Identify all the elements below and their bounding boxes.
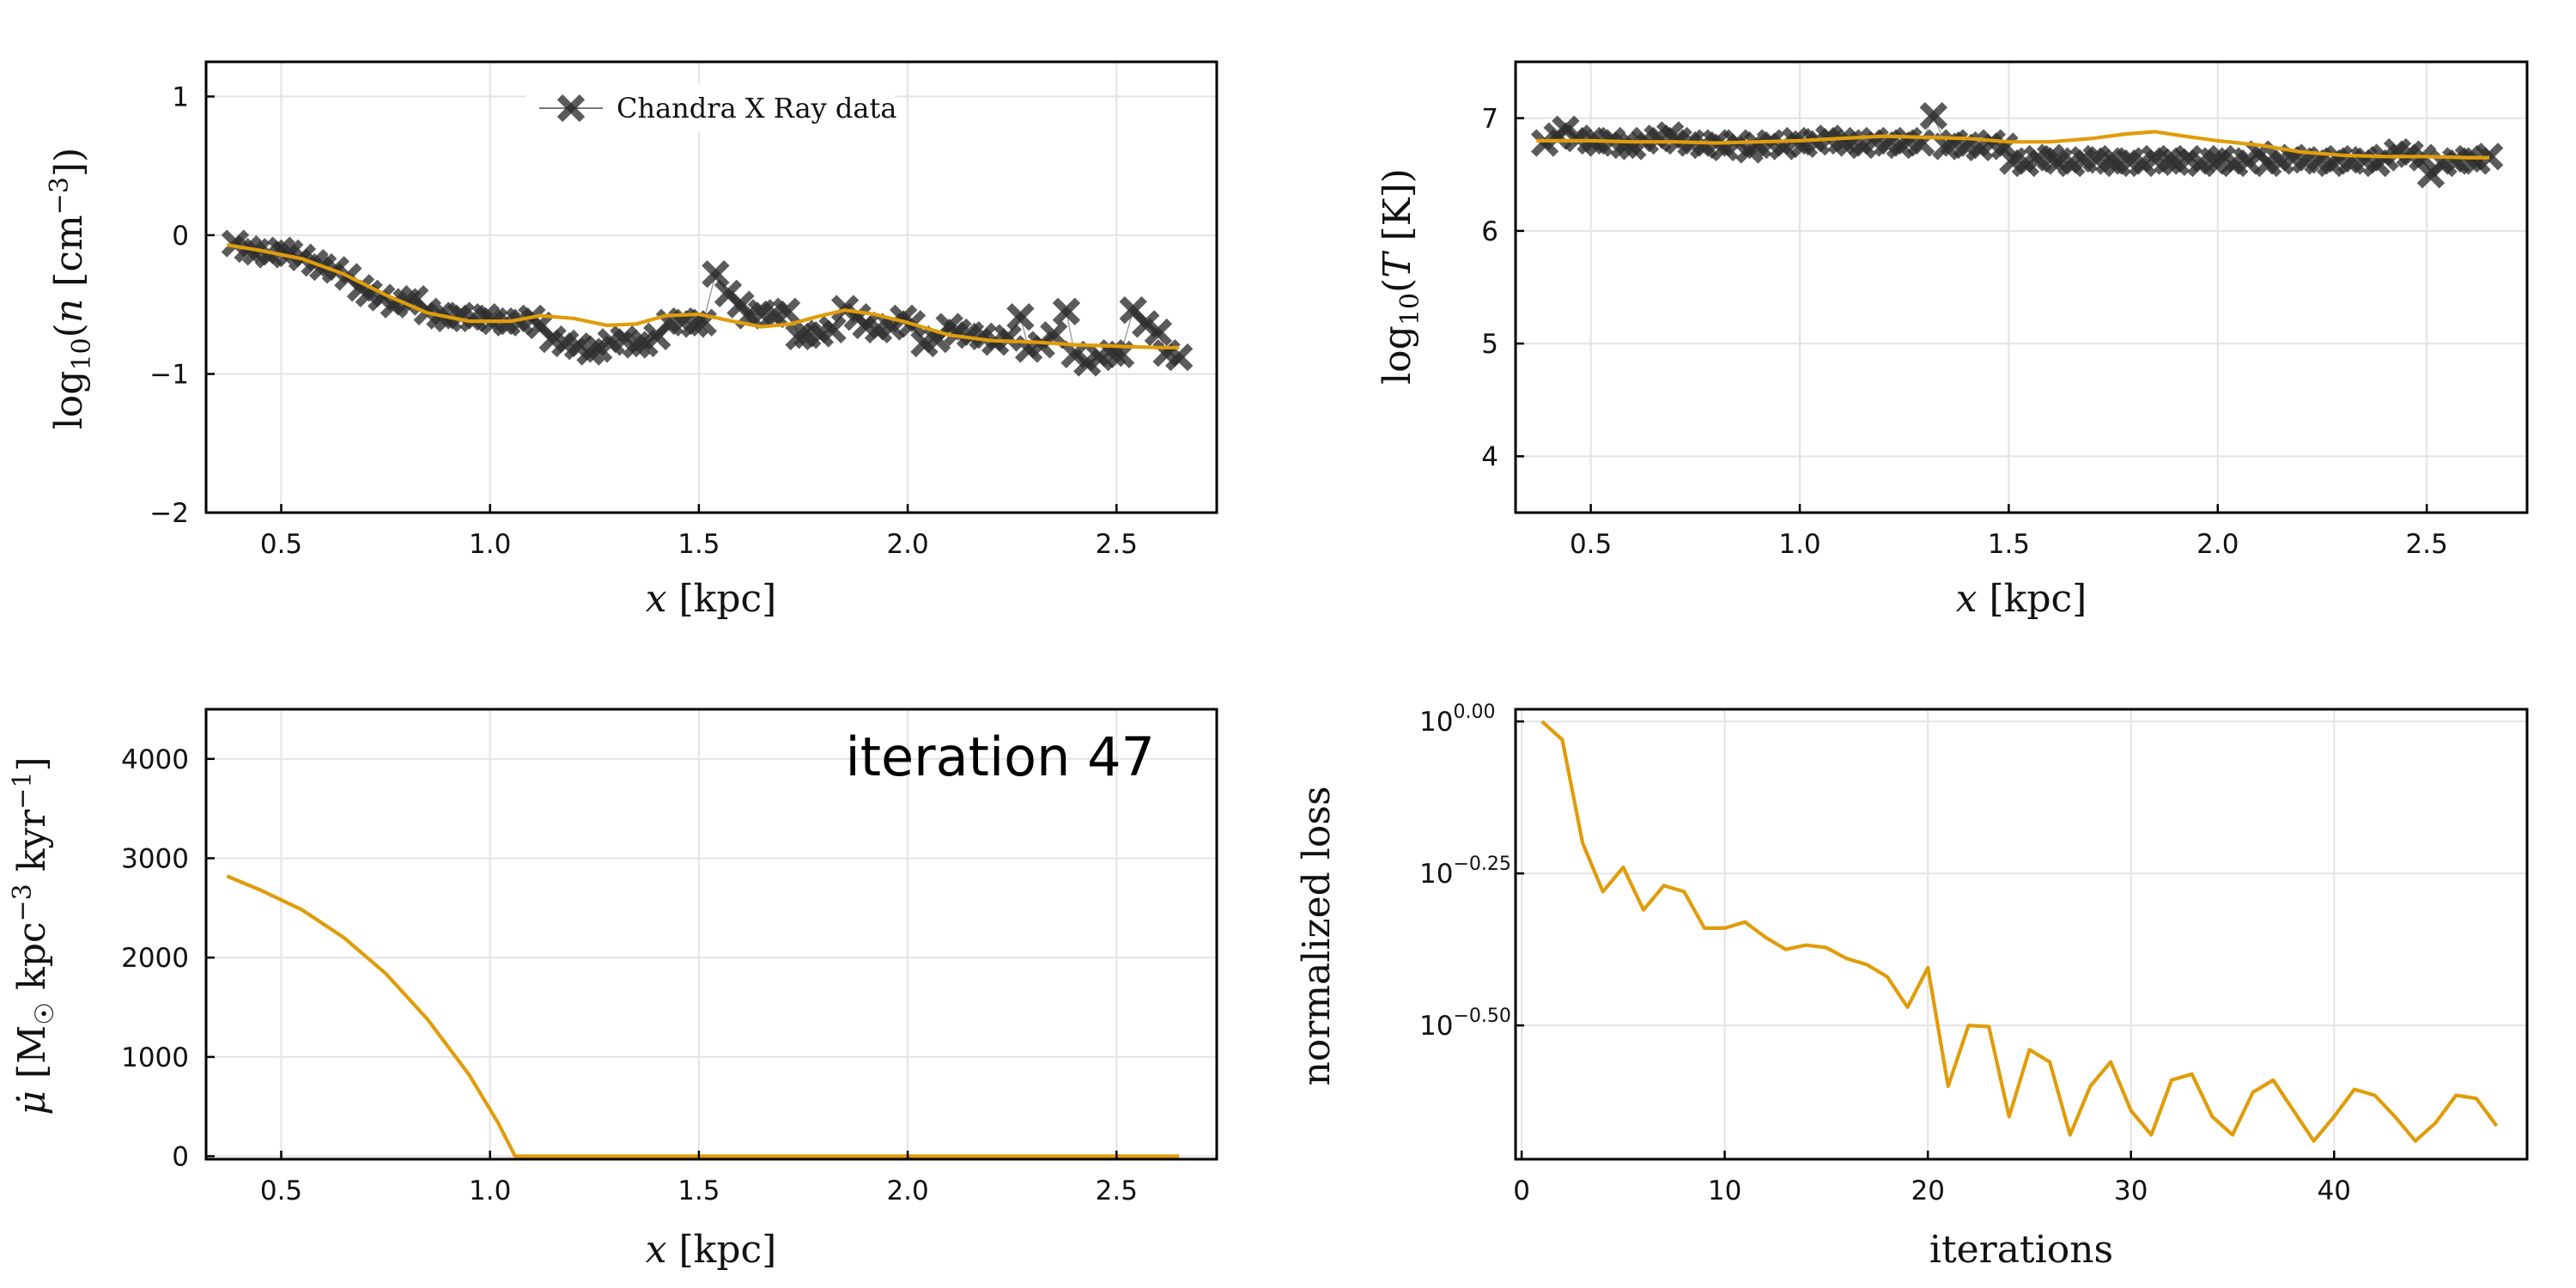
- temperature-panel: 0.5 1.0 1.5 2.0 2.5 7 6 5 4 x [kpc] log10(T [K]): [1376, 60, 2529, 621]
- mass-dropout-y-tick-label: 1000: [121, 1042, 189, 1073]
- density-x-tick-label: 1.0: [469, 529, 511, 560]
- density-x-tick-label: 0.5: [260, 529, 302, 560]
- loss-model-line: [1540, 720, 2499, 1143]
- density-y-tick-label: −2: [149, 498, 189, 529]
- density-data-point: [772, 297, 801, 325]
- density-y-tick-label: −1: [149, 360, 189, 391]
- iteration-annotation: iteration 47: [845, 726, 1155, 788]
- density-y-tick-label: 1: [172, 82, 189, 112]
- loss-x-tick-label: 0: [1513, 1176, 1530, 1206]
- loss-x-tick-label: 30: [2114, 1176, 2148, 1206]
- loss-y-tick-label: 10−0.25: [1419, 854, 1511, 890]
- density-data-point: [1006, 303, 1035, 331]
- mass-dropout-x-tick-label: 1.0: [469, 1176, 511, 1206]
- loss-y-tick-label: 10−0.50: [1419, 1005, 1511, 1042]
- temperature-plot-frame: [1514, 60, 2529, 514]
- density-x-tick-label: 1.5: [677, 529, 720, 560]
- loss-y-tick-label: 100.00: [1419, 702, 1495, 738]
- mass-dropout-y-tick-label: 4000: [121, 744, 189, 775]
- mass-dropout-x-axis-label: x [kpc]: [646, 1228, 777, 1272]
- loss-x-axis-label: iterations: [1929, 1228, 2113, 1272]
- density-data-point: [1165, 343, 1194, 372]
- density-data-point: [993, 324, 1022, 352]
- loss-plot-frame: [1514, 708, 2529, 1161]
- density-data-point: [702, 260, 730, 289]
- temperature-x-tick-label: 1.5: [1988, 529, 2030, 560]
- temperature-data-point: [1919, 101, 1947, 131]
- density-data-point: [1052, 297, 1081, 325]
- mass-dropout-x-tick-label: 2.0: [886, 1176, 928, 1206]
- density-legend: Chandra X Ray data: [526, 84, 896, 132]
- temperature-x-tick-label: 2.0: [2196, 529, 2239, 560]
- density-data-point: [818, 315, 847, 343]
- loss-x-tick-label: 40: [2318, 1176, 2351, 1206]
- mass-dropout-y-tick-label: 0: [172, 1142, 189, 1173]
- temperature-x-tick-label: 0.5: [1570, 529, 1612, 560]
- density-y-tick-label: 0: [172, 221, 189, 252]
- density-x-axis-label: x [kpc]: [646, 577, 777, 621]
- mass-dropout-y-axis-label: μ̇ [M☉ kpc−3 kyr−1]: [8, 756, 60, 1115]
- density-x-tick-label: 2.0: [886, 529, 928, 560]
- density-panel: 0.5 1.0 1.5 2.0 2.5 1 0 −1 −2 Chandra X Ray data…: [45, 60, 1218, 621]
- mass-dropout-model-line: [226, 874, 1180, 1158]
- density-x-tick-label: 2.5: [1096, 529, 1138, 560]
- temperature-x-tick-label: 2.5: [2406, 529, 2448, 560]
- temperature-model-line: [1536, 130, 2490, 160]
- density-y-axis-label: log10(n [cm−3]): [45, 148, 97, 430]
- mass-dropout-x-tick-label: 2.5: [1096, 1176, 1138, 1206]
- temperature-y-tick-label: 5: [1481, 329, 1498, 360]
- temperature-data-point: [1990, 132, 2019, 161]
- mass-dropout-plot-frame: [204, 708, 1218, 1161]
- mass-dropout-y-tick-label: 2000: [121, 943, 189, 974]
- temperature-y-axis-label: log10(T [K]): [1376, 168, 1425, 385]
- legend-x-marker: [556, 94, 586, 123]
- mass-dropout-x-tick-label: 0.5: [260, 1176, 302, 1206]
- legend-label-chandra: Chandra X Ray data: [617, 92, 896, 125]
- loss-y-axis-label: normalized loss: [1295, 786, 1339, 1085]
- loss-x-tick-label: 20: [1911, 1176, 1944, 1206]
- density-model-line: [226, 243, 1180, 349]
- density-plot-frame: [204, 60, 1218, 514]
- loss-x-tick-label: 10: [1708, 1176, 1741, 1206]
- mass-dropout-panel: 0.5 1.0 1.5 2.0 2.5 4000 3000 2000 1000 0 iterati…: [8, 708, 1218, 1272]
- temperature-y-tick-label: 6: [1481, 216, 1498, 247]
- mass-dropout-x-tick-label: 1.5: [677, 1176, 720, 1206]
- temperature-y-tick-label: 7: [1481, 104, 1498, 135]
- temperature-x-axis-label: x [kpc]: [1956, 577, 2087, 621]
- density-data-point: [1144, 318, 1173, 347]
- loss-panel: 0 10 20 30 40 100.00 10−0.25 10−0.50 iterations…: [1295, 702, 2529, 1272]
- mass-dropout-y-tick-label: 3000: [121, 844, 189, 875]
- temperature-x-tick-label: 1.0: [1778, 529, 1820, 560]
- temperature-y-tick-label: 4: [1481, 441, 1498, 472]
